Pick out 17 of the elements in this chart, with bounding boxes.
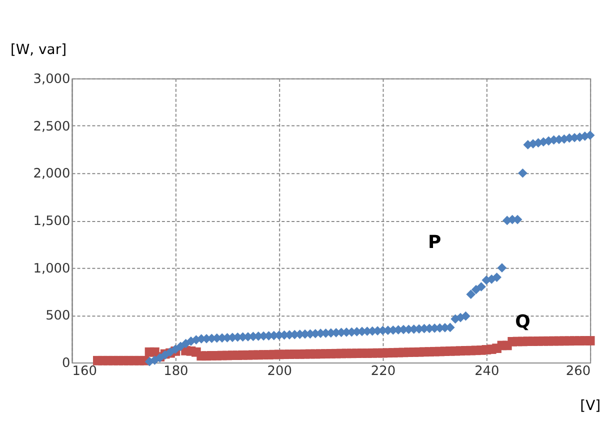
y-tick-label: 2,000 bbox=[33, 166, 70, 182]
x-tick-label: 260 bbox=[566, 364, 591, 379]
y-tick-label: 3,000 bbox=[33, 72, 70, 87]
y-tick-label: 2,500 bbox=[33, 119, 70, 134]
y-tick-label: 1,000 bbox=[33, 261, 70, 276]
annotation: P bbox=[428, 232, 442, 254]
x-axis-title: [V] bbox=[580, 398, 601, 414]
annotation: Q bbox=[515, 312, 530, 333]
y-tick-label: 1,500 bbox=[33, 214, 70, 229]
y-tick-label: 0 bbox=[62, 356, 70, 371]
x-tick-label: 200 bbox=[267, 364, 292, 379]
y-tick-label: 500 bbox=[46, 308, 70, 324]
x-tick-label: 160 bbox=[72, 364, 97, 379]
x-tick-label: 240 bbox=[474, 364, 500, 379]
x-tick-label: 180 bbox=[164, 364, 188, 379]
x-tick-label: 220 bbox=[370, 364, 396, 379]
y-axis-title: [W, var] bbox=[10, 42, 67, 58]
